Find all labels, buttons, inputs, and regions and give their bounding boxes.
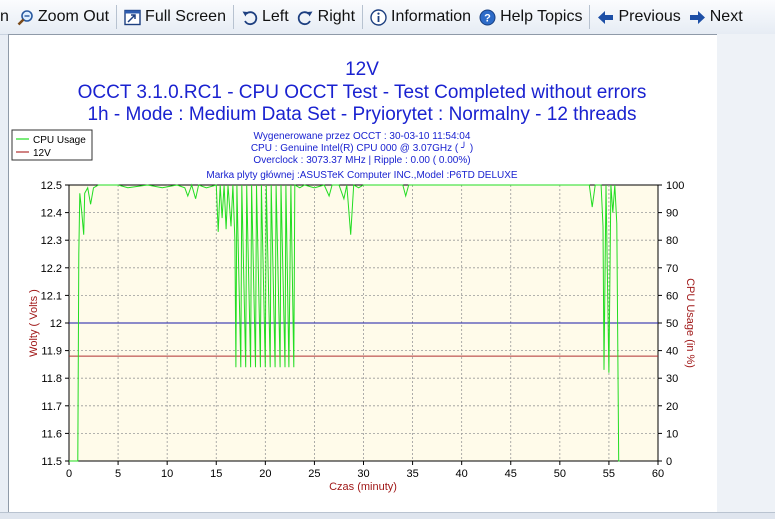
full-screen-icon [124, 9, 141, 26]
status-bar [0, 512, 775, 519]
y2-tick-label: 0 [666, 456, 672, 468]
series-cpu-usage [69, 183, 620, 462]
info-line-1: Wygenerowane przez OCCT : 30-03-10 11:54… [254, 131, 471, 142]
toolbar-separator [116, 5, 118, 29]
x-tick-label: 55 [603, 468, 615, 480]
full-screen-button[interactable]: Full Screen [120, 2, 230, 32]
zoom-out-button[interactable]: Zoom Out [13, 2, 113, 32]
y2-tick-label: 40 [666, 346, 678, 358]
x-tick-label: 35 [406, 468, 418, 480]
svg-text:?: ? [484, 12, 491, 24]
x-tick-label: 45 [505, 468, 517, 480]
arrow-left-icon [597, 9, 614, 26]
y-tick-label: 12.1 [41, 290, 62, 302]
magnifier-icon [17, 9, 34, 26]
help-icon: ? [479, 9, 496, 26]
y2-tick-label: 80 [666, 235, 678, 247]
x-tick-label: 25 [308, 468, 320, 480]
previous-button[interactable]: Previous [593, 2, 684, 32]
x-tick-label: 15 [210, 468, 222, 480]
y2-tick-label: 90 [666, 208, 678, 220]
y-tick-label: 12 [50, 318, 62, 330]
x-tick-label: 20 [259, 468, 271, 480]
information-button[interactable]: Information [366, 2, 475, 32]
y-tick-label: 11.9 [41, 346, 62, 358]
chart-canvas: 12V OCCT 3.1.0.RC1 - CPU OCCT Test - Tes… [8, 34, 718, 514]
chart: 12V OCCT 3.1.0.RC1 - CPU OCCT Test - Tes… [11, 59, 696, 493]
rotate-right-icon [297, 9, 314, 26]
x-tick-label: 10 [161, 468, 173, 480]
y2-tick-label: 50 [666, 318, 678, 330]
info-line-2: CPU : Genuine Intel(R) CPU 000 @ 3.07GHz… [251, 141, 473, 154]
y-tick-label: 12.2 [41, 263, 62, 275]
x-tick-label: 5 [115, 468, 121, 480]
left-button[interactable]: Left [237, 2, 293, 32]
y2-tick-label: 30 [666, 373, 678, 385]
arrow-right-icon [689, 9, 706, 26]
y2-tick-label: 10 [666, 428, 678, 440]
help-topics-button[interactable]: ? Help Topics [475, 2, 586, 32]
toolbar: n Zoom Out Full Screen Left Right Inform… [0, 0, 775, 35]
toolbar-separator [362, 5, 364, 29]
y2-axis-label: CPU Usage (in %) [684, 278, 696, 368]
axes: 0 5 10 15 20 25 30 35 40 45 50 55 60 11.5 11.6 11.7 11.8… [41, 180, 685, 480]
x-tick-label: 60 [652, 468, 664, 480]
y2-tick-label: 60 [666, 290, 678, 302]
chart-subtitle-1: OCCT 3.1.0.RC1 - CPU OCCT Test - Test Co… [78, 82, 647, 103]
y-tick-label: 12.4 [41, 208, 62, 220]
y2-tick-label: 20 [666, 401, 678, 413]
next-button[interactable]: Next [685, 2, 747, 32]
info-icon [370, 8, 387, 26]
right-button[interactable]: Right [293, 2, 359, 32]
y-tick-label: 11.7 [41, 401, 62, 413]
chart-subtitle-2: 1h - Mode : Medium Data Set - Pryiorytet… [87, 104, 636, 125]
rotate-left-icon [241, 9, 258, 26]
x-tick-label: 30 [357, 468, 369, 480]
x-tick-label: 0 [66, 468, 72, 480]
y2-tick-label: 70 [666, 263, 678, 275]
y-tick-label: 12.3 [41, 235, 62, 247]
chart-title: 12V [345, 59, 379, 80]
legend: CPU Usage 12V [11, 129, 93, 161]
y-tick-label: 12.5 [41, 180, 62, 192]
toolbar-separator [232, 5, 234, 29]
toolbar-partial-button[interactable]: n [0, 8, 9, 25]
toolbar-separator [589, 5, 591, 29]
x-tick-label: 40 [456, 468, 468, 480]
series [69, 183, 658, 462]
info-line-3: Overclock : 3073.37 MHz | Ripple : 0.00 … [253, 155, 470, 166]
info-line-4: Marka plyty głównej :ASUSTeK Computer IN… [206, 170, 518, 181]
y2-tick-label: 100 [666, 180, 684, 192]
legend-cpu-usage: CPU Usage [33, 135, 86, 146]
window-right-panel [717, 34, 775, 512]
y-tick-label: 11.6 [41, 428, 62, 440]
y-tick-label: 11.5 [41, 456, 62, 468]
legend-12v: 12V [33, 148, 51, 159]
y-axis-label: Wolty ( Volts ) [28, 289, 40, 357]
x-tick-label: 50 [554, 468, 566, 480]
y-tick-label: 11.8 [41, 373, 62, 385]
x-axis-label: Czas (minuty) [329, 481, 397, 493]
